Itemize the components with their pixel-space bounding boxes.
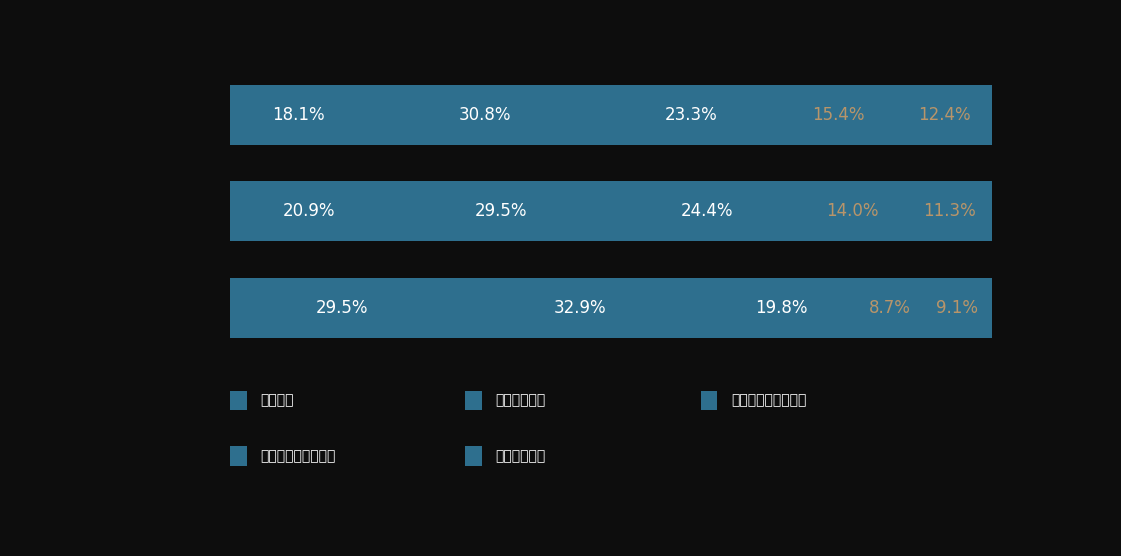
Text: 11.3%: 11.3% — [923, 202, 975, 220]
FancyBboxPatch shape — [613, 181, 799, 241]
Text: 15.4%: 15.4% — [813, 106, 865, 124]
FancyBboxPatch shape — [455, 278, 705, 337]
Text: 19.8%: 19.8% — [754, 299, 807, 317]
FancyBboxPatch shape — [923, 278, 992, 337]
FancyBboxPatch shape — [465, 446, 482, 466]
Text: 30.8%: 30.8% — [458, 106, 511, 124]
Text: あまりそう思わない: あまりそう思わない — [260, 449, 335, 463]
FancyBboxPatch shape — [799, 181, 906, 241]
FancyBboxPatch shape — [230, 278, 455, 337]
FancyBboxPatch shape — [705, 278, 856, 337]
Text: 8.7%: 8.7% — [869, 299, 910, 317]
FancyBboxPatch shape — [230, 390, 247, 410]
FancyBboxPatch shape — [603, 85, 780, 145]
Text: 23.3%: 23.3% — [665, 106, 717, 124]
FancyBboxPatch shape — [368, 85, 603, 145]
Text: 9.1%: 9.1% — [936, 299, 979, 317]
Text: 14.0%: 14.0% — [826, 202, 879, 220]
Text: そう思う: そう思う — [260, 393, 294, 408]
Text: 12.4%: 12.4% — [918, 106, 971, 124]
Text: 20.9%: 20.9% — [284, 202, 335, 220]
FancyBboxPatch shape — [701, 390, 717, 410]
FancyBboxPatch shape — [230, 446, 247, 466]
FancyBboxPatch shape — [230, 85, 368, 145]
Text: ややそう思う: ややそう思う — [495, 393, 546, 408]
Text: 24.4%: 24.4% — [680, 202, 733, 220]
FancyBboxPatch shape — [898, 85, 992, 145]
Text: 32.9%: 32.9% — [554, 299, 606, 317]
FancyBboxPatch shape — [230, 181, 389, 241]
FancyBboxPatch shape — [465, 390, 482, 410]
Text: 29.5%: 29.5% — [475, 202, 528, 220]
Text: 18.1%: 18.1% — [272, 106, 325, 124]
FancyBboxPatch shape — [856, 278, 923, 337]
FancyBboxPatch shape — [906, 181, 992, 241]
Text: そう思わない: そう思わない — [495, 449, 546, 463]
Text: どちらともいえない: どちらともいえない — [731, 393, 806, 408]
Text: 29.5%: 29.5% — [316, 299, 369, 317]
FancyBboxPatch shape — [780, 85, 898, 145]
FancyBboxPatch shape — [389, 181, 613, 241]
